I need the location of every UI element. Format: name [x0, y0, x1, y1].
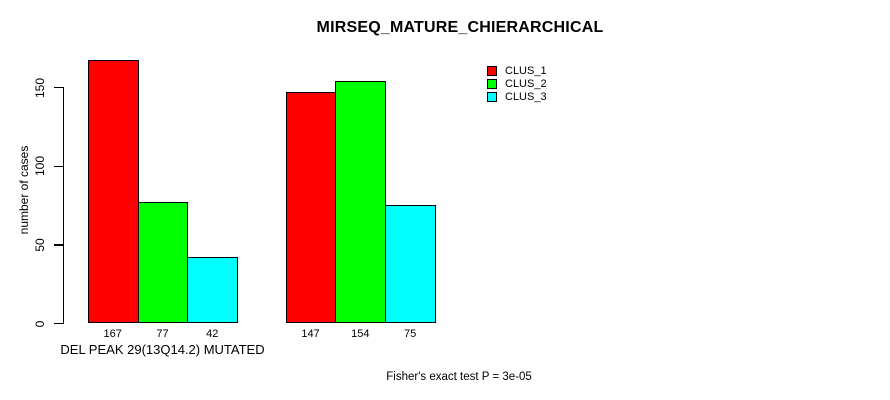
legend-swatch	[487, 92, 497, 102]
legend-swatch	[487, 66, 497, 76]
bar-value-label: 154	[351, 327, 370, 340]
legend-label: CLUS_1	[505, 65, 547, 77]
y-tick	[53, 244, 63, 246]
y-tick	[53, 165, 63, 167]
bar-value-label: 77	[156, 327, 169, 340]
chart-title: MIRSEQ_MATURE_CHIERARCHICAL	[316, 19, 604, 36]
bar	[87, 60, 139, 323]
y-tick	[53, 323, 63, 325]
legend-item: CLUS_1	[487, 65, 547, 77]
bar	[187, 256, 239, 323]
y-tick	[53, 87, 63, 89]
bar-value-label: 167	[103, 327, 122, 340]
bar-value-label: 147	[301, 327, 320, 340]
y-axis-label: number of cases	[17, 145, 31, 235]
legend-label: CLUS_2	[505, 78, 547, 90]
legend-item: CLUS_3	[487, 91, 547, 103]
y-tick-label: 100	[32, 156, 47, 177]
bar-value-label: 75	[403, 327, 417, 340]
y-axis-line	[62, 87, 64, 325]
footnote: Fisher's exact test P = 3e-05	[386, 371, 532, 383]
bar	[385, 205, 436, 323]
bar	[285, 91, 337, 323]
legend-item: CLUS_2	[487, 78, 547, 90]
bar-value-label: 42	[206, 327, 219, 340]
bar	[335, 80, 387, 323]
y-tick-label: 0	[32, 320, 47, 327]
legend-label: CLUS_3	[505, 91, 547, 103]
y-tick-label: 50	[32, 238, 47, 252]
x-group-label: DEL PEAK 29(13Q14.2) MUTATED	[60, 342, 265, 357]
bar	[137, 201, 189, 323]
legend: CLUS_1 CLUS_2 CLUS_3	[487, 65, 547, 103]
legend-swatch	[487, 79, 497, 89]
y-tick-label: 150	[32, 77, 47, 98]
